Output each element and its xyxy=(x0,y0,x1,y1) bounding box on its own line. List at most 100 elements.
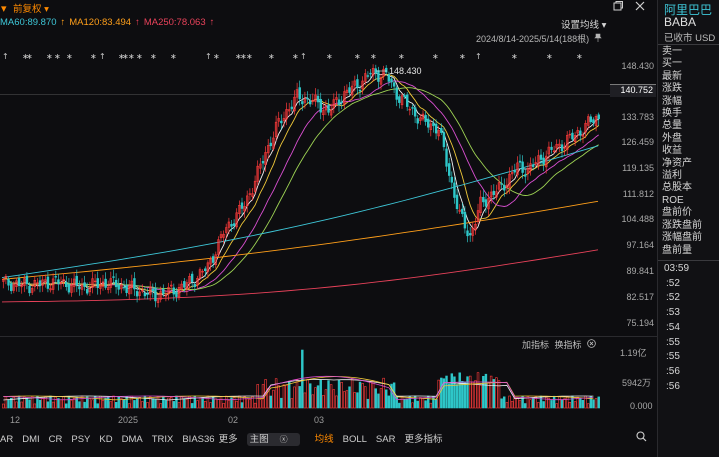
candle-body xyxy=(30,288,34,293)
tab-trix[interactable]: TRIX xyxy=(151,434,174,445)
candle-body xyxy=(311,99,315,102)
candle-body xyxy=(471,227,475,236)
volume-bar xyxy=(563,398,566,409)
candle-body xyxy=(584,123,587,133)
tab-dmi[interactable]: DMI xyxy=(22,434,40,445)
tab-kd[interactable]: KD xyxy=(99,434,113,445)
candlestick-chart[interactable]: 148.430 xyxy=(0,58,610,338)
switch-indicator-button[interactable]: 换指标 xyxy=(554,340,582,350)
tab-boll[interactable]: BOLL xyxy=(342,434,367,445)
volume-bar xyxy=(128,403,131,409)
tab-ma[interactable]: 均线 xyxy=(314,434,334,445)
candle-body xyxy=(38,280,42,286)
volume-bar xyxy=(366,398,370,409)
close-icon[interactable] xyxy=(634,0,646,15)
close-icon[interactable] xyxy=(587,339,596,350)
volume-bar xyxy=(269,395,273,409)
volume-bar xyxy=(442,378,446,409)
candle-body xyxy=(272,137,275,149)
volume-bar xyxy=(555,403,558,409)
candle-body xyxy=(340,101,343,104)
zoom-icon[interactable] xyxy=(636,431,647,445)
event-marker-icon: ∗ xyxy=(150,52,157,61)
candle-body xyxy=(424,114,427,122)
field-premarket-volume: 盘前量 xyxy=(662,244,692,256)
candle-body xyxy=(298,87,301,100)
volume-bar xyxy=(516,397,519,409)
field-ask1: 卖一 xyxy=(662,46,682,57)
candle-body xyxy=(20,284,23,288)
candle-body xyxy=(167,287,170,295)
volume-bar xyxy=(455,384,459,409)
volume-bar xyxy=(534,396,537,409)
tab-dma[interactable]: DMA xyxy=(121,434,143,445)
volume-bar xyxy=(447,383,451,409)
volume-bar xyxy=(238,395,241,409)
tab-more[interactable]: 更多 xyxy=(218,434,238,445)
candle-body xyxy=(534,162,537,165)
volume-bar xyxy=(54,396,57,409)
volume-bar xyxy=(308,383,312,409)
candle-body xyxy=(135,291,139,297)
candle-body xyxy=(51,278,55,290)
tab-ar[interactable]: AR xyxy=(0,434,14,445)
peak-label: 148.430 xyxy=(389,66,422,76)
add-indicator-button[interactable]: 加指标 xyxy=(522,340,550,350)
volume-bar xyxy=(28,399,31,409)
tab-main-chart[interactable]: 主图 ⓧ xyxy=(246,433,300,446)
adjust-dropdown[interactable]: 前复权 ▾ xyxy=(13,1,49,15)
volume-bar xyxy=(526,396,530,409)
tab-sar[interactable]: SAR xyxy=(375,434,396,445)
candle-body xyxy=(122,286,126,289)
volume-bar xyxy=(232,397,236,409)
tab-more-indicators[interactable]: 更多指标 xyxy=(404,434,443,445)
volume-bar xyxy=(38,399,42,409)
volume-bar xyxy=(204,400,207,409)
pin-icon[interactable] xyxy=(593,33,602,44)
candle-body xyxy=(159,291,162,300)
event-marker-icon: ∗ xyxy=(22,52,29,61)
candle-body xyxy=(419,117,422,121)
volume-bar xyxy=(597,396,600,409)
tab-bias36[interactable]: BIAS36 xyxy=(182,434,215,445)
volume-bar xyxy=(484,373,488,409)
restore-icon[interactable] xyxy=(612,0,624,15)
candle-body xyxy=(227,221,231,228)
event-marker-icon: ↑ xyxy=(475,52,482,61)
ma-legend: MA60:89.870 ↑ MA120:83.494 ↑ MA250:78.063 ↑ xyxy=(0,17,215,28)
volume-bar xyxy=(70,399,73,409)
candle-body xyxy=(531,164,535,167)
candle-body xyxy=(149,286,152,295)
candle-body xyxy=(508,173,511,188)
volume-bar xyxy=(405,398,409,409)
ma-settings-button[interactable]: 设置均线 ▾ xyxy=(561,17,606,31)
candle-body xyxy=(277,118,280,122)
stock-name: 阿里巴巴 xyxy=(664,3,713,17)
volume-bar xyxy=(133,400,136,409)
candle-body xyxy=(83,282,86,287)
volume-bar xyxy=(361,383,364,409)
candle-body xyxy=(287,109,291,112)
volume-bar xyxy=(149,396,152,409)
volume-bar xyxy=(419,397,422,409)
candle-body xyxy=(72,278,76,287)
candle-body xyxy=(256,165,259,182)
candle-body xyxy=(96,278,99,288)
tab-psy[interactable]: PSY xyxy=(71,434,91,445)
candle-body xyxy=(544,155,548,168)
volume-bar xyxy=(46,401,50,409)
candle-body xyxy=(542,157,545,165)
volume-chart[interactable] xyxy=(0,346,610,410)
volume-bar xyxy=(274,378,278,409)
volume-bar xyxy=(246,398,249,409)
candle-body xyxy=(185,282,189,290)
date-range: 2024/8/14-2025/5/14(188根) xyxy=(476,32,602,45)
candle-body xyxy=(455,194,459,209)
candle-body xyxy=(225,227,228,233)
volume-bar xyxy=(2,403,5,409)
tab-cr[interactable]: CR xyxy=(48,434,63,445)
candle-body xyxy=(101,281,105,287)
volume-bar xyxy=(434,399,438,409)
price-tick: 111.812 xyxy=(622,189,654,199)
candle-body xyxy=(353,80,356,86)
